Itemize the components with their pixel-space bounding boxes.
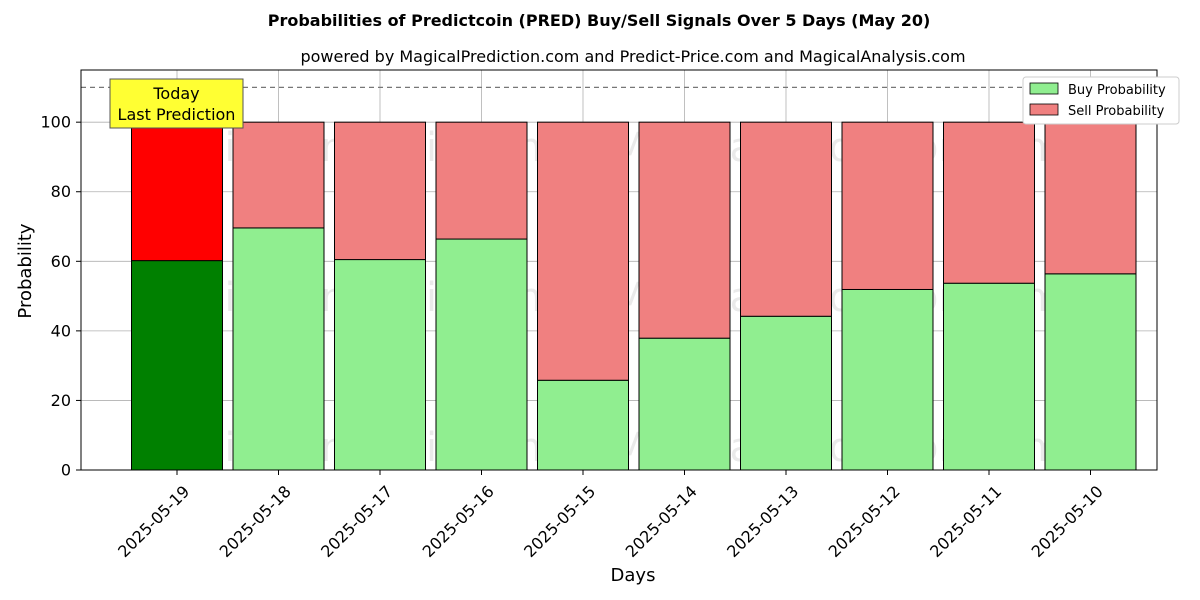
annotation-line1: Today bbox=[152, 84, 199, 103]
legend-swatch-sell bbox=[1029, 103, 1059, 116]
y-tick-label: 80 bbox=[51, 182, 71, 201]
annotation-line2: Last Prediction bbox=[118, 105, 236, 124]
y-axis-label: Probability bbox=[15, 223, 36, 318]
sell-bar bbox=[537, 121, 629, 381]
legend-label-buy: Buy Probability bbox=[1068, 83, 1166, 98]
buy-bar bbox=[1044, 273, 1137, 471]
sell-bar bbox=[435, 121, 528, 240]
buy-bar bbox=[740, 315, 832, 471]
sell-bar bbox=[943, 121, 1035, 284]
bar-layer bbox=[131, 121, 1137, 471]
sell-bar bbox=[841, 121, 934, 290]
x-axis-label: Days bbox=[611, 565, 656, 586]
sell-bar bbox=[1044, 121, 1137, 275]
legend: Buy Probability Sell Probability bbox=[1022, 76, 1180, 125]
buy-bar bbox=[232, 227, 325, 471]
legend-label-sell: Sell Probability bbox=[1068, 104, 1165, 119]
buy-bar bbox=[943, 282, 1035, 471]
y-tick-label: 0 bbox=[61, 461, 71, 480]
sell-bar bbox=[232, 121, 325, 229]
y-tick-label: 100 bbox=[40, 113, 71, 132]
buy-bar bbox=[131, 260, 223, 471]
plot-frame bbox=[80, 69, 1158, 471]
sell-bar bbox=[131, 121, 223, 262]
buy-bar bbox=[435, 238, 528, 471]
sell-bar bbox=[638, 121, 731, 339]
legend-box bbox=[1022, 76, 1180, 125]
today-annotation: Today Last Prediction bbox=[109, 78, 244, 129]
sell-bar bbox=[334, 121, 426, 261]
buy-bar bbox=[841, 288, 934, 471]
legend-swatch-buy bbox=[1029, 82, 1059, 95]
sell-bar bbox=[740, 121, 832, 317]
buy-bar bbox=[334, 259, 426, 471]
chart-subtitle: powered by MagicalPrediction.com and Pre… bbox=[300, 47, 965, 66]
buy-bar bbox=[537, 379, 629, 471]
y-tick-label: 40 bbox=[51, 321, 71, 340]
y-tick-label: 20 bbox=[51, 391, 71, 410]
annotation-box bbox=[109, 78, 244, 129]
y-tick-label: 60 bbox=[51, 252, 71, 271]
chart-title: Probabilities of Predictcoin (PRED) Buy/… bbox=[268, 11, 931, 30]
buy-bar bbox=[638, 337, 731, 471]
